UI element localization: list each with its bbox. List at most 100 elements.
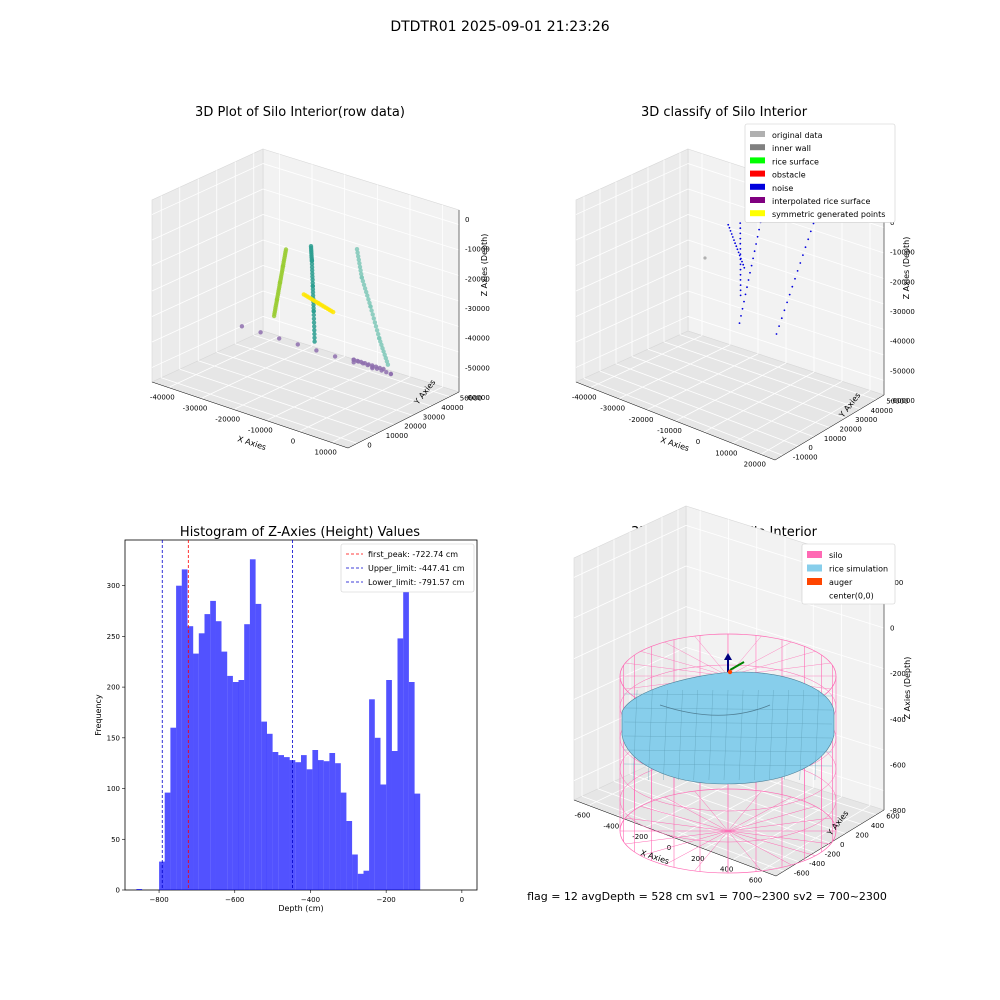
raw-point (381, 366, 386, 372)
simulation-x-tick: 0 (667, 844, 671, 852)
histogram-legend-label: Lower_limit: -791.57 cm (368, 578, 465, 587)
classify-noise-point (812, 222, 815, 225)
classify-grid-z-left (575, 239, 689, 292)
histogram-bar (244, 624, 250, 890)
classify-noise-point (802, 254, 804, 256)
raw-z-axis-label: Z Axies (Depth) (480, 234, 489, 297)
histogram-bar (193, 653, 199, 890)
classify-y-tick: 0 (808, 444, 812, 452)
histogram-bar (170, 727, 177, 890)
raw-point (357, 264, 363, 270)
raw-point (380, 346, 385, 351)
raw-grid-z (262, 290, 460, 353)
classify-legend-label: interpolated rice surface (772, 197, 870, 206)
classify-z-tick: -50000 (890, 367, 915, 375)
classify-noise-point (739, 253, 742, 256)
classify-x-tick: 10000 (715, 449, 737, 457)
raw-point (357, 261, 362, 266)
classify-grid-z (687, 265, 885, 330)
simulation-grid-z (685, 606, 885, 670)
classify-original-point (703, 256, 707, 260)
simulation-grid-z-left (573, 606, 687, 660)
raw-point (361, 282, 367, 287)
classify-legend-swatch (750, 157, 765, 164)
classify-noise-point (786, 301, 788, 304)
classify-z-tick: -40000 (890, 338, 915, 346)
auger-x-arrow (729, 661, 745, 671)
raw-point (372, 320, 378, 325)
raw-grid-z-left (151, 163, 264, 215)
raw-point (355, 250, 360, 255)
histogram-y-tick-label: 300 (107, 582, 120, 590)
simulation-z-tick: -600 (890, 762, 906, 770)
raw-grid-y (198, 360, 395, 426)
histogram-bar (215, 621, 222, 890)
classify-data-points (703, 221, 815, 335)
raw-point (358, 359, 364, 365)
classify-legend-swatch (750, 197, 765, 203)
raw-point (360, 278, 366, 284)
histogram-bar (374, 737, 381, 890)
histogram-bar (181, 569, 188, 890)
histogram-bar (266, 733, 273, 890)
raw-x-tick: -40000 (150, 394, 175, 402)
histogram-y-tick-label: 200 (107, 684, 120, 692)
raw-point (364, 289, 369, 295)
raw-y-axis-line (347, 391, 460, 449)
classify-z-tick: -60000 (890, 397, 915, 405)
rice-mesh-line (784, 689, 789, 781)
classify-noise-point (741, 260, 743, 263)
auger-point (727, 669, 733, 675)
classify-noise-point (739, 242, 742, 245)
raw-point (239, 324, 245, 329)
raw-point (370, 363, 375, 368)
classify-grid-y (631, 356, 830, 428)
rice-mesh-line (648, 689, 653, 781)
raw-grid-y (161, 377, 358, 444)
classify-legend-swatch (750, 183, 765, 190)
histogram-bar (284, 757, 290, 890)
raw-point (356, 257, 361, 262)
raw-x-axis-line (151, 381, 349, 449)
simulation-grid-z-left (573, 646, 687, 700)
raw-x-tick: -30000 (183, 405, 208, 413)
histogram-bars (136, 559, 421, 890)
raw-z-tick: -40000 (465, 335, 490, 343)
classify-y-tick: 20000 (840, 426, 862, 434)
classify-noise-point (753, 250, 756, 253)
classify-z-tick: -30000 (890, 308, 915, 316)
simulation-x-tick: 400 (720, 866, 733, 874)
simulation-y-tick: 400 (871, 822, 884, 830)
histogram-bar (204, 614, 211, 890)
auger-marker (724, 653, 745, 675)
raw-point (382, 352, 387, 357)
simulation-grid-y (613, 781, 815, 853)
classify-x-tick: -10000 (657, 427, 682, 435)
classify-noise-point (807, 238, 810, 241)
rice-surface-ridge (659, 704, 771, 716)
classify-noise-point (739, 273, 742, 276)
histogram-bar (187, 626, 194, 890)
histogram-bar (272, 752, 279, 890)
figure-title: DTDTR01 2025-09-01 21:23:26 (390, 19, 609, 35)
histogram-bar (306, 769, 313, 890)
raw-point (368, 304, 373, 309)
histogram-bar (391, 751, 398, 890)
raw-point (309, 261, 315, 267)
histogram-legend-label: first_peak: -722.74 cm (368, 550, 458, 559)
raw-point (371, 316, 376, 321)
simulation-y-tick: -400 (809, 860, 825, 868)
histogram-legend: first_peak: -722.74 cm Upper_limit: -447.… (340, 543, 475, 593)
histogram-y-tick-label: 100 (107, 785, 120, 793)
raw-point (295, 342, 300, 347)
histogram-y-axis-label: Frequency (94, 694, 103, 736)
classify-legend-label: rice surface (772, 157, 819, 166)
classify-noise-point (739, 222, 742, 225)
classify-noise-point (743, 266, 746, 269)
raw-grid-z (262, 163, 460, 225)
histogram-y-tick-label: 150 (107, 734, 120, 742)
classify-noise-point (738, 322, 741, 324)
raw-point (310, 287, 316, 292)
classify-y-tick: -10000 (793, 453, 818, 461)
raw-point (311, 305, 316, 311)
